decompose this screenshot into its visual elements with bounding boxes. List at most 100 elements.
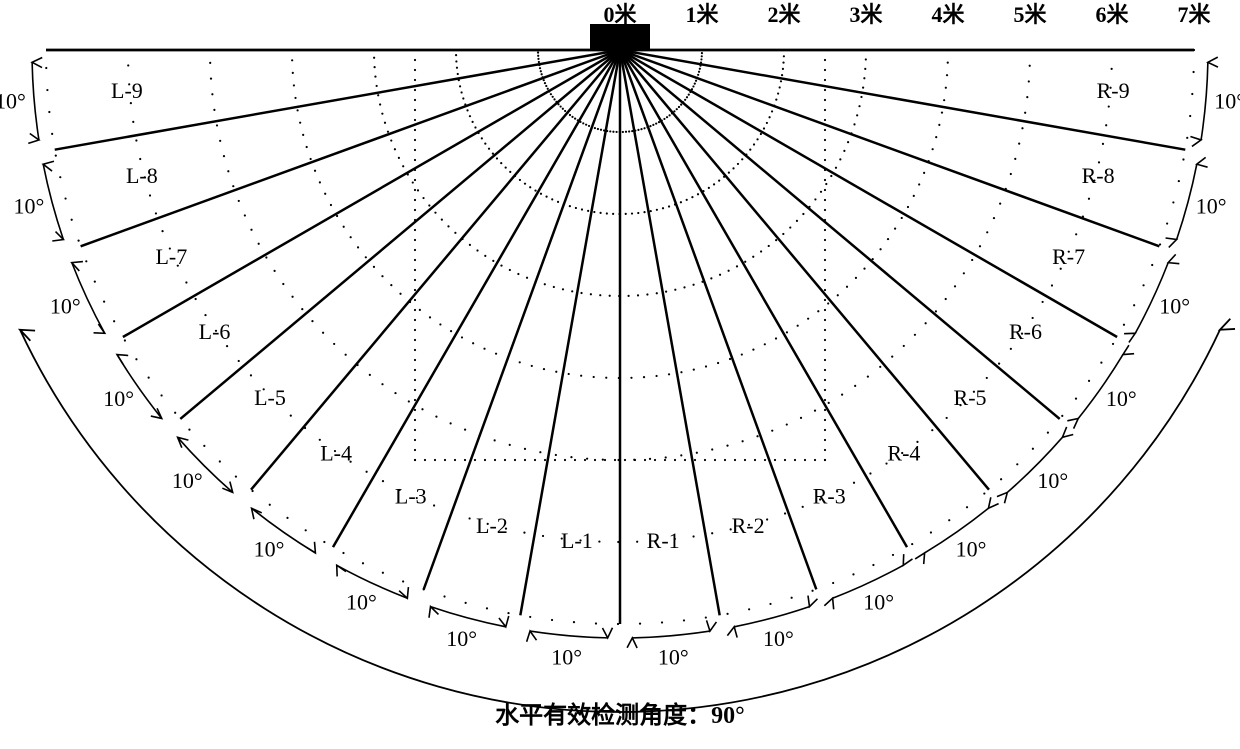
range-arc-dot <box>226 345 228 347</box>
range-arc-dot <box>428 204 430 206</box>
roi-rect-dot <box>694 459 696 461</box>
range-arc-dot <box>946 417 948 419</box>
range-arc-dot <box>615 131 617 133</box>
range-arc-dot <box>702 190 704 192</box>
roi-rect-dot <box>414 319 416 321</box>
range-arc-dot <box>756 435 758 437</box>
range-arc-dot <box>1029 65 1031 67</box>
roi-rect-dot <box>574 459 576 461</box>
range-arc-dot <box>538 64 540 66</box>
range-arc-dot <box>879 366 881 368</box>
range-arc-dot <box>483 348 485 350</box>
range-arc-dot <box>979 245 981 247</box>
range-arc-dot <box>858 105 860 107</box>
range-arc-dot <box>571 116 573 118</box>
range-arc-dot <box>680 201 682 203</box>
range-arc-dot <box>713 183 715 185</box>
range-arc-dot <box>947 49 949 51</box>
angle-marker-label: 10° <box>103 386 134 411</box>
range-arc-dot <box>519 179 521 181</box>
range-arc-dot <box>551 198 553 200</box>
roi-rect-dot <box>564 459 566 461</box>
range-arc-dot <box>775 98 777 100</box>
roi-rect-dot <box>824 409 826 411</box>
range-arc-dot <box>188 428 190 430</box>
range-arc-dot <box>407 173 409 175</box>
roi-rect-dot <box>784 459 786 461</box>
range-arc-dot <box>282 283 284 285</box>
range-arc-dot <box>646 126 648 128</box>
range-arc-dot <box>273 270 275 272</box>
range-arc-dot <box>362 562 364 564</box>
range-arc-dot <box>901 217 903 219</box>
range-arc-dot <box>376 85 378 87</box>
range-arc-dot <box>993 217 995 219</box>
roi-rect-dot <box>824 49 826 51</box>
range-arc-dot <box>456 67 458 69</box>
range-arc-dot <box>582 122 584 124</box>
range-arc-dot <box>682 101 684 103</box>
roi-rect-dot <box>414 369 416 371</box>
range-arc-dot <box>46 89 48 91</box>
range-arc-dot <box>350 236 352 238</box>
range-arc-dot <box>377 94 379 96</box>
range-arc-dot <box>369 374 371 376</box>
range-arc-dot <box>390 139 392 141</box>
range-arc-dot <box>1018 143 1020 145</box>
range-arc-dot <box>618 295 620 297</box>
range-arc-dot <box>768 245 770 247</box>
roi-rect-dot <box>414 309 416 311</box>
range-arc-dot <box>209 62 211 64</box>
range-arc-dot <box>736 265 738 267</box>
range-arc-dot <box>643 127 645 129</box>
range-arc-dot <box>764 343 766 345</box>
range-arc-dot <box>782 61 784 63</box>
range-arc-dot <box>705 365 707 367</box>
range-arc-dot <box>723 176 725 178</box>
range-arc-dot <box>204 314 206 316</box>
roi-rect-dot <box>824 89 826 91</box>
range-arc-dot <box>492 153 494 155</box>
roi-rect-dot <box>444 459 446 461</box>
range-arc-dot <box>135 139 137 141</box>
range-arc-dot <box>538 61 540 63</box>
roi-rect-dot <box>414 359 416 361</box>
roi-rect-dot <box>644 459 646 461</box>
range-arc-dot <box>863 268 865 270</box>
range-arc-dot <box>535 280 537 282</box>
range-arc-dot <box>696 77 698 79</box>
range-arc-dot <box>293 84 295 86</box>
range-arc-dot <box>398 157 400 159</box>
range-arc-dot <box>827 302 829 304</box>
range-arc-dot <box>250 229 252 231</box>
range-arc-dot <box>1029 49 1031 51</box>
range-arc-dot <box>598 540 600 542</box>
range-arc-dot <box>591 126 593 128</box>
range-arc-dot <box>631 130 633 132</box>
roi-rect-dot <box>414 69 416 71</box>
range-arc-dot <box>744 261 746 263</box>
range-arc-dot <box>474 126 476 128</box>
range-arc-dot <box>244 214 246 216</box>
range-arc-dot <box>435 416 437 418</box>
angle-marker-label: 10° <box>0 88 26 113</box>
left-sector-label: L-2 <box>476 513 508 538</box>
right-sector-label: R-3 <box>813 484 846 509</box>
range-arc-dot <box>729 358 731 360</box>
range-arc-dot <box>472 342 474 344</box>
roi-rect-dot <box>604 459 606 461</box>
range-arc-dot <box>691 196 693 198</box>
roi-rect-dot <box>634 459 636 461</box>
range-arc-dot <box>701 55 703 57</box>
roi-rect-dot <box>824 189 826 191</box>
range-arc-dot <box>454 232 456 234</box>
range-arc-dot <box>817 310 819 312</box>
range-arc-dot <box>461 238 463 240</box>
range-arc-dot <box>943 99 945 101</box>
range-arc-dot <box>814 198 816 200</box>
range-arc-dot <box>509 269 511 271</box>
roi-rect-dot <box>824 79 826 81</box>
range-arc-dot <box>782 233 784 235</box>
range-arc-dot <box>314 170 316 172</box>
range-arc-dot <box>468 517 470 519</box>
